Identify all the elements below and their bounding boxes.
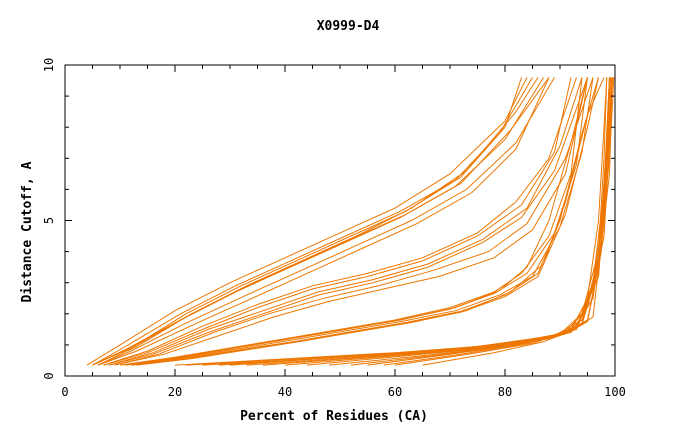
x-tick-label: 100	[604, 385, 626, 399]
x-tick-label: 60	[388, 385, 402, 399]
series-line-31	[328, 77, 613, 366]
series-line-8	[97, 77, 550, 366]
chart-title: X0999-D4	[317, 19, 380, 34]
series-line-12	[108, 77, 588, 366]
series-line-30	[306, 77, 610, 366]
x-tick-label: 0	[61, 385, 68, 399]
y-tick-label: 5	[42, 217, 56, 224]
y-tick-label: 0	[42, 372, 56, 379]
series-line-29	[284, 77, 614, 366]
series-line-2	[92, 77, 533, 366]
series-line-28	[262, 77, 608, 366]
series-line-15	[119, 77, 583, 366]
series-line-9	[103, 77, 577, 366]
x-axis-label: Percent of Residues (CA)	[240, 409, 428, 424]
series-line-18	[125, 77, 588, 366]
x-tick-label: 80	[498, 385, 512, 399]
series-line-36	[422, 77, 613, 366]
series-line-3	[92, 77, 550, 366]
series-line-5	[97, 77, 555, 366]
y-tick-label: 10	[42, 58, 56, 72]
series-line-17	[125, 77, 594, 366]
series-line-7	[97, 77, 522, 366]
series-lines	[86, 77, 615, 366]
y-axis-label: Distance Cutoff, A	[20, 161, 35, 302]
series-line-11	[108, 77, 583, 366]
series-line-4	[92, 77, 544, 366]
series-line-21	[136, 77, 605, 366]
series-line-14	[114, 77, 588, 366]
axis-ticks: 0 20 40 60 80 100 0 5 10	[42, 58, 626, 399]
plot-area: 0 20 40 60 80 100 0 5 10	[42, 58, 626, 399]
series-line-13	[114, 77, 594, 366]
series-line-6	[92, 77, 539, 366]
series-line-1	[86, 77, 528, 366]
x-tick-label: 40	[278, 385, 292, 399]
series-line-10	[103, 77, 572, 366]
series-line-35	[394, 77, 613, 366]
series-line-27	[246, 77, 613, 366]
series-line-26	[229, 77, 608, 366]
x-tick-label: 20	[168, 385, 182, 399]
series-line-33	[367, 77, 612, 366]
